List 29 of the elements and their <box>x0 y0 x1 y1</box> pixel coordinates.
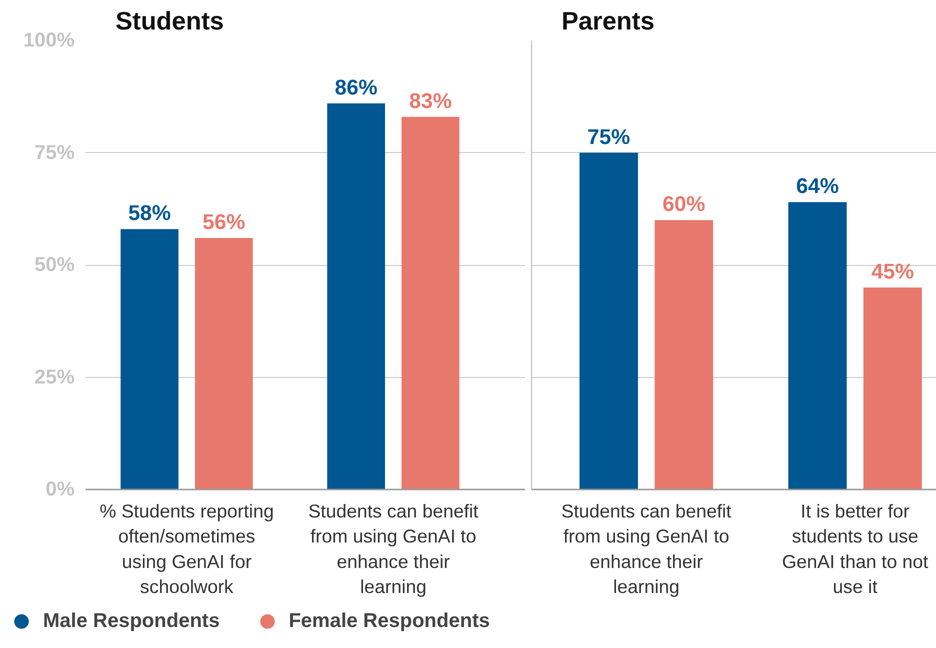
x-tick-label: Students can benefit from using GenAI to enhance their learning <box>561 500 732 598</box>
bar <box>194 238 253 490</box>
legend-label: Female Respondents <box>288 610 490 632</box>
chart-title: Students <box>116 8 224 36</box>
y-tick-label: 0% <box>46 478 75 500</box>
data-label: 83% <box>409 88 452 113</box>
data-label: 45% <box>871 259 914 284</box>
bar <box>863 287 922 490</box>
bar <box>654 220 714 490</box>
data-label: 75% <box>587 124 630 149</box>
legend-label: Male Respondents <box>43 610 220 632</box>
x-tick-label: Students can benefit from using GenAI to enhance their learning <box>308 500 480 598</box>
data-label: 86% <box>334 75 378 100</box>
bar <box>402 116 460 490</box>
data-label: 58% <box>128 201 171 226</box>
bar <box>120 229 178 490</box>
bar <box>580 152 638 490</box>
bar <box>327 103 386 490</box>
x-tick-label: % Students reporting often/sometimes using GenAI for schoolwork <box>100 500 274 598</box>
y-tick-label: 100% <box>23 30 75 52</box>
x-tick-label: It is better for students to use GenAI than to not use it <box>782 500 930 598</box>
chart-title: Parents <box>562 8 654 36</box>
y-tick-label: 25% <box>34 366 75 388</box>
y-tick-label: 50% <box>34 254 75 276</box>
y-tick-label: 75% <box>34 142 75 164</box>
data-label: 64% <box>796 174 839 198</box>
bar <box>788 202 847 490</box>
data-label: 60% <box>662 192 706 216</box>
data-label: 56% <box>202 210 246 234</box>
